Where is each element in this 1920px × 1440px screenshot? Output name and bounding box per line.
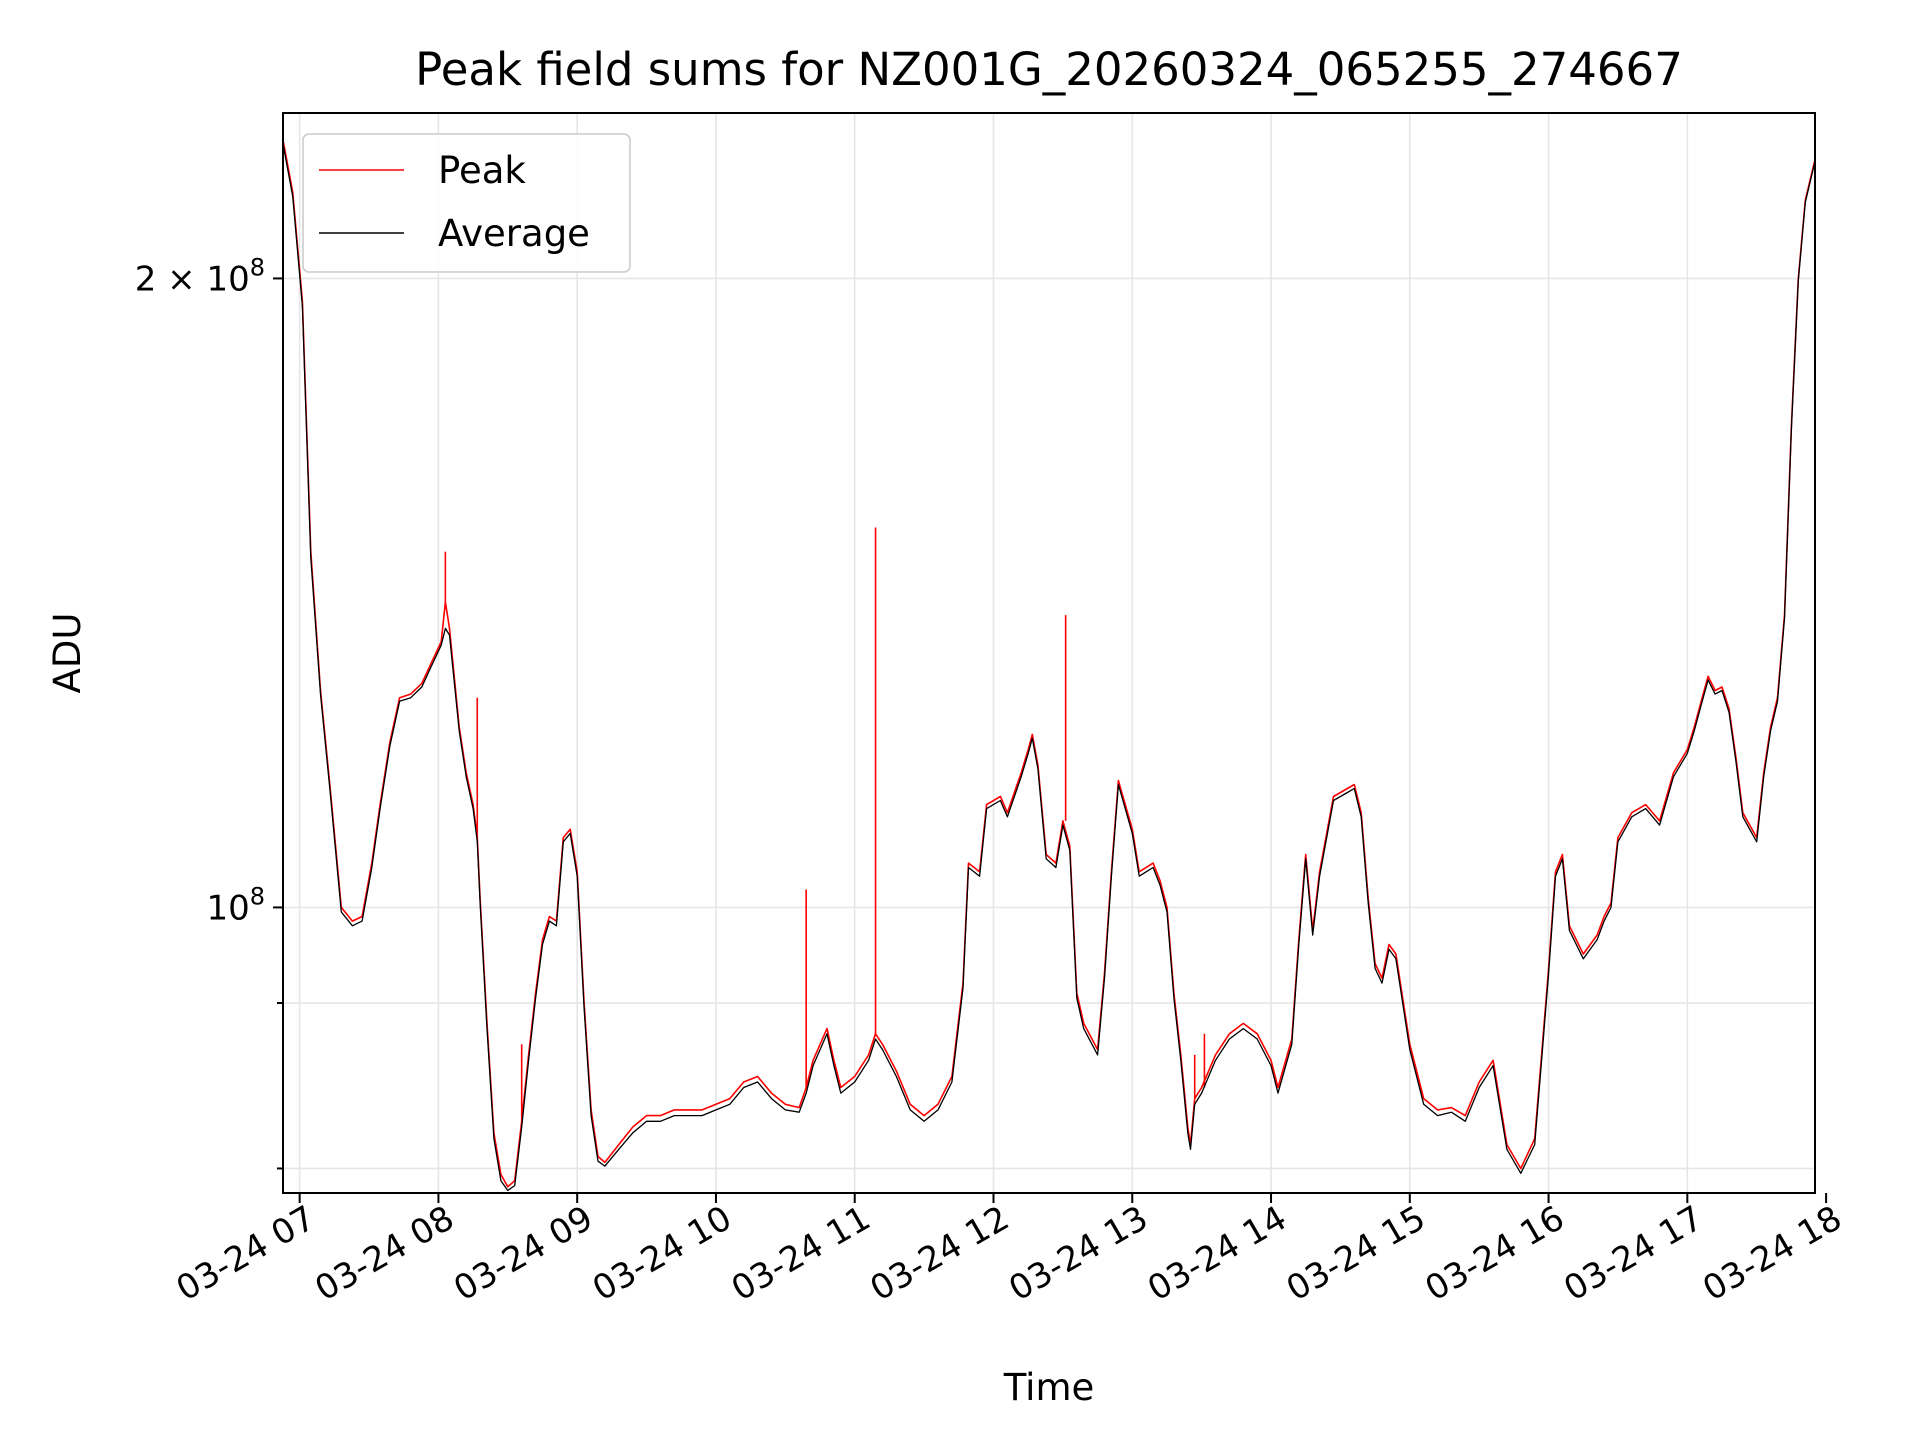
legend-peak-label: Peak [438,149,526,192]
y-tick-label: 2 × 108 [135,253,265,299]
grid [283,113,1815,1193]
plot-frame [282,112,1816,1194]
y-tick-label: 108 [206,882,265,928]
x-axis-label: Time [1003,1366,1095,1409]
series-layer [283,139,1815,1192]
y-axis-label: ADU [46,613,89,694]
y-axis: 108 2 × 108 [135,253,283,1170]
series-average-line [283,143,1815,1192]
legend-box [302,133,631,273]
chart-title: Peak field sums for NZ001G_20260324_0652… [415,43,1683,96]
legend: Peak Average [302,133,631,273]
legend-average-label: Average [438,212,590,255]
